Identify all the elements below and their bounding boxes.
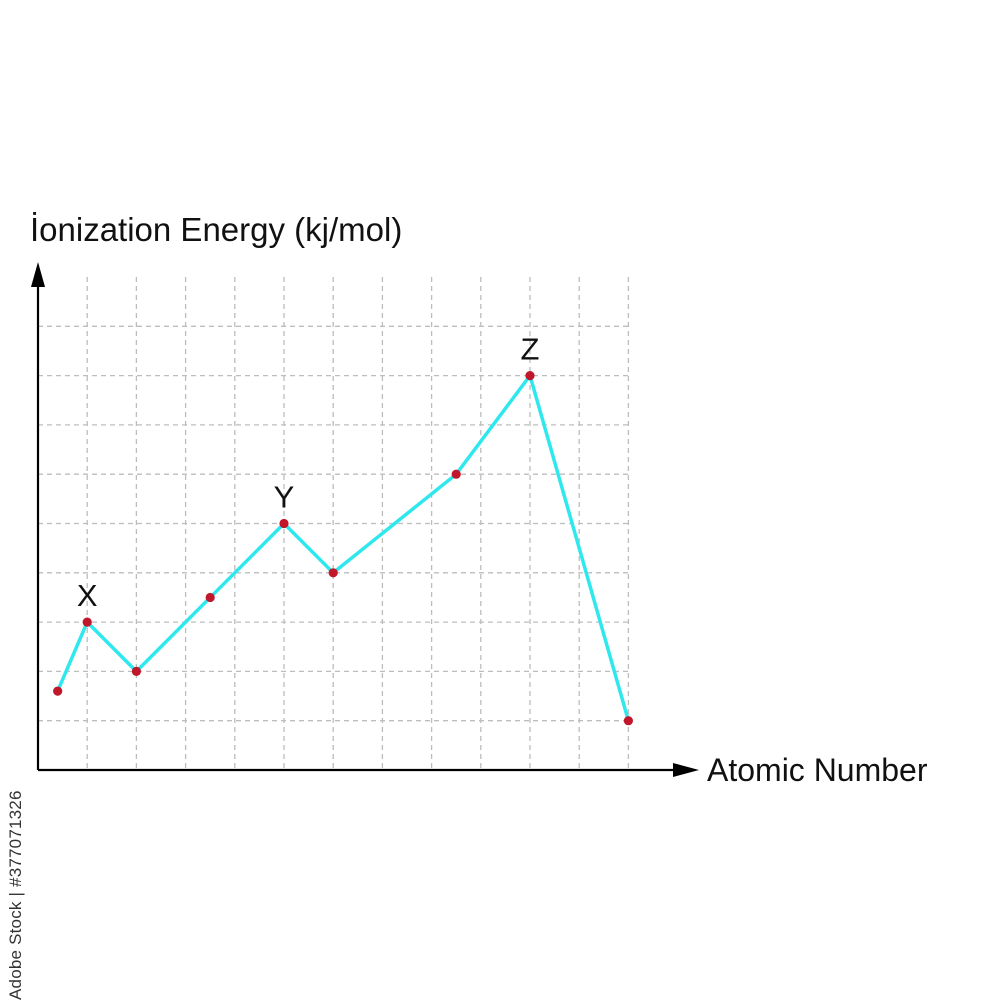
- data-point: [525, 371, 535, 381]
- data-point: [205, 592, 215, 603]
- stock-watermark: Adobe Stock | #377071326: [6, 790, 25, 1000]
- point-label-z: Z: [521, 332, 540, 367]
- data-point: [82, 617, 92, 627]
- series-line: [56, 371, 631, 722]
- chart-grid: [38, 277, 630, 770]
- x-axis-label: Atomic Number: [707, 752, 928, 788]
- x-axis-arrow-icon: [673, 763, 699, 777]
- point-label-x: X: [77, 578, 98, 613]
- y-axis-arrow-icon: [31, 262, 45, 287]
- data-point: [451, 469, 461, 479]
- x-axis: [38, 763, 699, 777]
- point-label-y: Y: [274, 480, 295, 515]
- y-axis: [31, 262, 45, 770]
- data-point: [279, 518, 289, 529]
- data-point: [131, 666, 141, 677]
- data-point: [328, 568, 338, 578]
- data-point: [53, 686, 63, 696]
- data-points: [53, 371, 634, 726]
- y-axis-label: İonization Energy (kj/mol): [30, 211, 402, 248]
- data-point: [623, 716, 634, 726]
- point-labels: X Y Z: [77, 332, 540, 613]
